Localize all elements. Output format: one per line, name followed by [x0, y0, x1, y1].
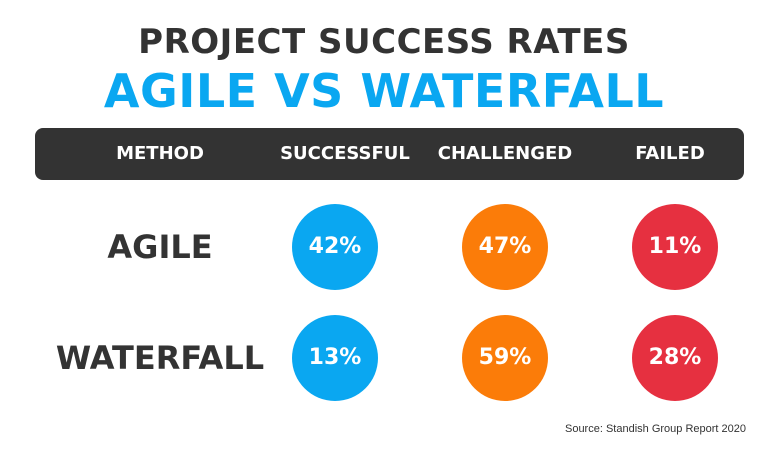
header-failed: FAILED [635, 143, 705, 164]
header-successful: SUCCESSFUL [280, 143, 410, 164]
agile-challenged-dot: 47% [462, 204, 548, 290]
agile-successful-dot: 42% [292, 204, 378, 290]
header-challenged: CHALLENGED [437, 143, 573, 164]
waterfall-challenged-dot: 59% [462, 315, 548, 401]
chart-subtitle: AGILE VS WATERFALL [103, 64, 665, 118]
waterfall-failed-dot: 28% [632, 315, 718, 401]
source-note: Source: Standish Group Report 2020 [564, 423, 746, 435]
chart-title: PROJECT SUCCESS RATES [138, 22, 630, 62]
waterfall-successful-dot: 13% [292, 315, 378, 401]
table-header: METHOD SUCCESSFUL CHALLENGED FAILED [35, 128, 744, 180]
row-label-waterfall: WATERFALL [55, 339, 265, 377]
row-label-agile: AGILE [107, 228, 213, 266]
agile-failed-dot: 11% [632, 204, 718, 290]
header-method: METHOD [116, 143, 204, 164]
